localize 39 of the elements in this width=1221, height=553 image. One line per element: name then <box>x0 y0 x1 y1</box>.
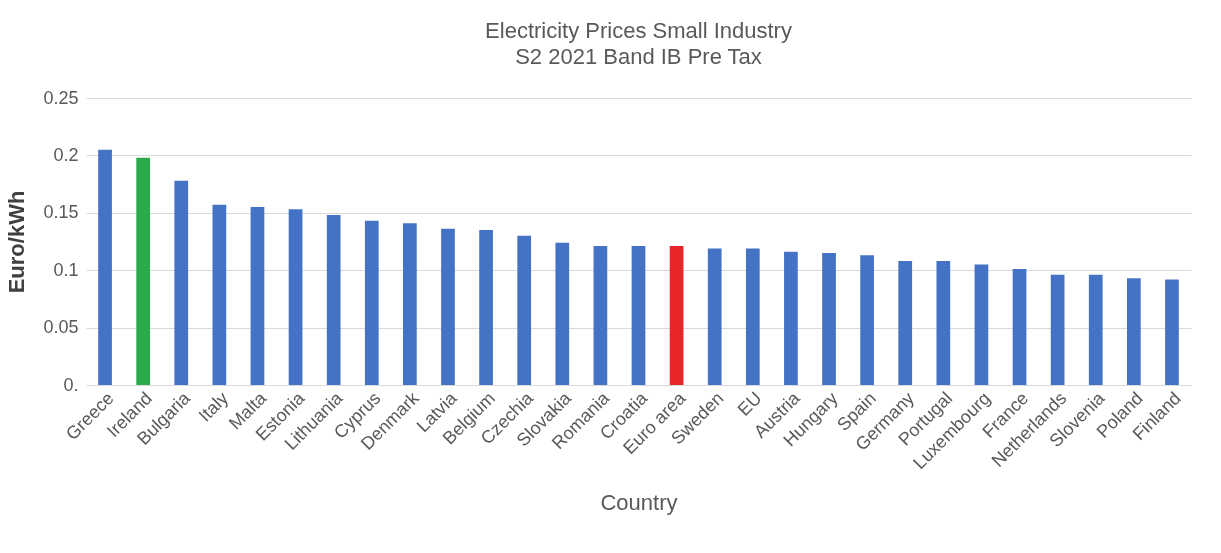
bar <box>517 235 532 385</box>
bar <box>936 261 951 385</box>
bar <box>1012 269 1027 385</box>
y-tick-label: 0.05 <box>43 317 79 338</box>
bar <box>593 246 608 385</box>
bar <box>212 204 227 385</box>
chart-subtitle: S2 2021 Band IB Pre Tax <box>515 44 762 69</box>
bar <box>898 261 913 385</box>
bar <box>479 230 493 385</box>
y-tick-label: 0.25 <box>43 87 79 108</box>
bar <box>822 252 836 385</box>
bar <box>974 264 989 385</box>
bar <box>98 149 112 385</box>
y-tick-label: 0.1 <box>53 259 79 280</box>
x-axis-title: Country <box>600 489 678 515</box>
bar <box>136 157 151 385</box>
bar <box>364 220 379 385</box>
bar <box>1126 278 1141 385</box>
bar <box>707 248 722 385</box>
bar <box>288 209 303 385</box>
y-tick-label: 0.2 <box>53 144 79 165</box>
bar <box>555 242 570 385</box>
bar <box>1165 279 1179 385</box>
bar <box>669 246 684 385</box>
bar <box>250 207 265 385</box>
bar <box>631 246 646 385</box>
chart-title: Electricity Prices Small Industry <box>485 18 792 43</box>
y-axis-title: Euro/kWh <box>4 190 30 294</box>
bar <box>784 251 798 385</box>
bar <box>745 248 760 385</box>
bar <box>860 255 874 385</box>
bar <box>403 223 417 385</box>
bar <box>174 180 189 385</box>
bar <box>1088 274 1103 385</box>
y-tick-label: 0.15 <box>43 202 79 223</box>
bar <box>326 215 341 385</box>
bar <box>1050 274 1065 385</box>
bar <box>441 228 455 385</box>
y-tick-label: 0. <box>63 374 79 395</box>
